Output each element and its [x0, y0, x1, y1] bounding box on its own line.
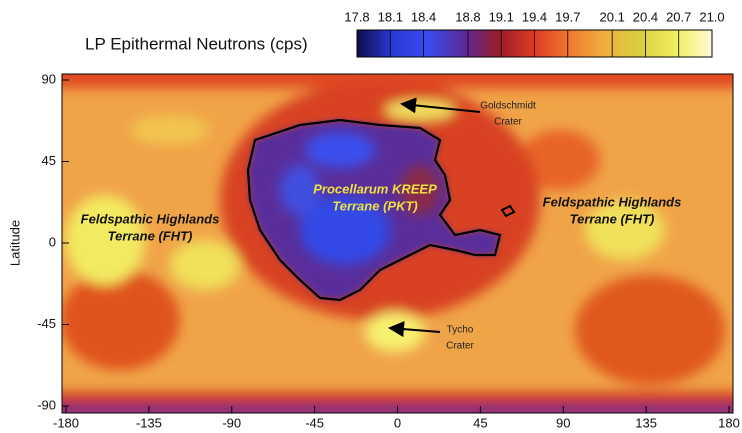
colorbar-segment [567, 30, 613, 57]
region-label: Terrane (PKT) [332, 198, 417, 213]
colorbar-segment [390, 30, 424, 57]
chart-title: LP Epithermal Neutrons (cps) [85, 34, 308, 53]
colorbar-label: 19.4 [522, 9, 547, 24]
region-label: Terrane (FHT) [108, 228, 193, 243]
colorbar-label: 18.8 [455, 9, 480, 24]
x-tick-label: 45 [473, 415, 487, 430]
x-tick-label: -45 [305, 415, 324, 430]
x-tick-label: -135 [136, 415, 162, 430]
x-tick-label: 0 [394, 415, 401, 430]
colorbar-segment [645, 30, 679, 57]
colorbar-label: 18.1 [378, 9, 403, 24]
colorbar-label: 17.8 [344, 9, 369, 24]
x-tick-label: 90 [556, 415, 570, 430]
colorbar-label: 20.7 [666, 9, 691, 24]
x-tick-label: -90 [222, 415, 241, 430]
region-label: Feldspathic Highlands [543, 194, 682, 209]
annotation: Crater [446, 341, 474, 352]
colorbar-label: 19.7 [555, 9, 580, 24]
x-tick-label: 180 [718, 415, 740, 430]
colorbar-label: 21.0 [699, 9, 724, 24]
y-tick-label: 90 [42, 71, 56, 86]
x-tick-label: 135 [635, 415, 657, 430]
arrow [400, 97, 481, 114]
colorbar-segment [534, 30, 568, 57]
annotation: Goldschmidt [480, 101, 536, 112]
y-tick-label: -45 [37, 316, 56, 331]
y-axis-label: Latitude [7, 220, 22, 266]
annotation: Crater [494, 117, 522, 128]
colorbar-label: 20.4 [633, 9, 658, 24]
arrow [388, 321, 441, 338]
colorbar-label: 20.1 [600, 9, 625, 24]
y-tick-label: 0 [49, 234, 56, 249]
colorbar-segment [357, 30, 391, 57]
region-label: Procellarum KREEP [313, 181, 437, 196]
colorbar-segment [423, 30, 468, 57]
colorbar-segment [501, 30, 535, 57]
map-field [62, 74, 733, 413]
annotation: Tycho [447, 325, 474, 336]
colorbar-label: 18.4 [411, 9, 436, 24]
colorbar-segment [467, 30, 502, 57]
x-tick-label: -180 [53, 415, 79, 430]
colorbar-label: 19.1 [489, 9, 514, 24]
region-label: Feldspathic Highlands [81, 211, 220, 226]
region-label: Terrane (FHT) [570, 211, 655, 226]
colorbar-segment [612, 30, 646, 57]
y-tick-label: 45 [42, 153, 56, 168]
colorbar-segment [678, 30, 712, 57]
y-tick-label: -90 [37, 397, 56, 412]
